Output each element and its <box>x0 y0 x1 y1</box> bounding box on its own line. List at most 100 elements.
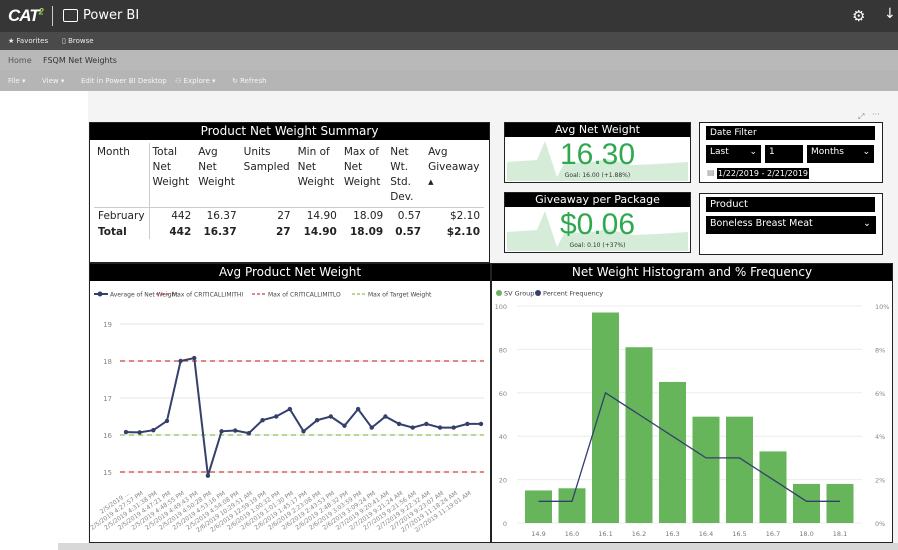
x-tick-label: 16.1 <box>598 530 612 538</box>
total-cell: 0.57 <box>395 225 422 238</box>
table-cell: $2.10 <box>449 210 480 223</box>
legend-dot <box>496 290 502 296</box>
logo-text: CAT <box>8 6 40 25</box>
legend-label: Percent Frequency <box>543 290 603 298</box>
histogram-bar <box>826 483 854 523</box>
table-cell: 18.09 <box>353 210 384 223</box>
legend-label: Average of Net Weight <box>110 292 178 299</box>
kpi-value: $0.06 <box>559 208 636 241</box>
data-point <box>369 425 374 430</box>
column-header[interactable]: Units Sampled <box>243 146 290 173</box>
file-menu[interactable]: File ▾ <box>8 77 26 85</box>
focus-mode-icon[interactable]: ⤢ <box>858 112 865 121</box>
header-label: Avg Giveaway <box>428 146 480 173</box>
y-tick-label: 16 <box>103 432 112 440</box>
y-tick-label: 40 <box>499 433 507 441</box>
legend-label: Max of CRITICALLIMITHI <box>172 292 243 299</box>
kpi-giveaway: Giveaway per Package $0.06 Goal: 0.10 (+… <box>504 192 691 253</box>
y2-tick-label: 6% <box>875 390 885 398</box>
histogram-bar <box>592 312 619 523</box>
kpi-sparkline <box>507 141 688 181</box>
product-select[interactable]: Boneless Breast Meat ⌄ <box>706 216 876 234</box>
explore-menu[interactable]: ⚇ Explore ▾ <box>175 77 216 85</box>
total-cell: 14.90 <box>303 225 337 238</box>
column-header[interactable]: Total Net Weight <box>152 146 190 188</box>
gear-icon[interactable]: ⚙ <box>852 7 866 25</box>
view-menu[interactable]: View ▾ <box>42 77 65 85</box>
data-point <box>451 425 456 430</box>
x-tick-label: 18.0 <box>799 530 813 538</box>
data-point <box>151 427 156 433</box>
date-unit-value: Months <box>811 147 844 157</box>
data-point <box>437 425 443 430</box>
top-bar: CAT2 Power BI ⚙ ↓ <box>0 0 898 32</box>
data-point <box>410 425 415 430</box>
kpi-sparkline <box>507 211 688 251</box>
summary-title: Product Net Weight Summary <box>90 123 489 140</box>
breadcrumb-report[interactable]: FSQM Net Weights <box>43 56 117 65</box>
favorites-bar: ★ Favorites ▯ Browse <box>0 32 898 50</box>
data-point <box>260 418 265 423</box>
percent-frequency-line <box>538 391 840 502</box>
download-icon[interactable]: ↓ <box>884 6 896 22</box>
sort-icon[interactable]: ▲ <box>428 178 434 186</box>
browse-link[interactable]: ▯ Browse <box>62 37 94 45</box>
legend-label: Max of Target Weight <box>368 292 432 299</box>
y-tick-label: 18 <box>103 358 112 366</box>
histogram-bar <box>692 416 720 523</box>
column-header[interactable]: Max of Net Weight <box>343 146 381 188</box>
kpi-value: 16.30 <box>559 138 636 171</box>
date-mode-select[interactable]: Last ⌄ <box>706 145 761 163</box>
x-tick-label: 16.0 <box>565 530 579 538</box>
data-point <box>314 418 320 423</box>
date-filter-title: Date Filter <box>706 126 875 140</box>
y-tick-label: 60 <box>499 390 507 398</box>
total-cell: 16.37 <box>203 225 237 238</box>
favorites-link[interactable]: ★ Favorites <box>8 37 49 45</box>
total-cell: 27 <box>275 225 291 238</box>
data-point <box>219 429 224 434</box>
more-options-icon[interactable]: ··· <box>872 110 880 119</box>
legend-dot <box>97 291 103 297</box>
line-chart-title: Avg Product Net Weight <box>90 264 490 281</box>
series-line <box>125 356 481 476</box>
date-range[interactable]: 1/22/2019 - 2/21/2019 <box>717 168 810 179</box>
data-point <box>383 414 388 419</box>
legend-label: SV Group <box>504 290 534 298</box>
histogram-bar <box>558 488 586 523</box>
data-point <box>233 428 238 433</box>
table-cell: 0.57 <box>397 210 422 223</box>
y-tick-label: 100 <box>495 303 507 311</box>
date-count-input[interactable]: 1 <box>765 145 803 163</box>
edit-desktop-button[interactable]: Edit in Power BI Desktop <box>81 77 167 85</box>
column-header[interactable]: Month <box>94 143 150 208</box>
data-point <box>164 418 170 424</box>
summary-panel: Product Net Weight Summary Month Total Ne… <box>89 122 490 263</box>
refresh-button[interactable]: ↻ Refresh <box>232 77 267 85</box>
column-header[interactable]: Net Wt. Std. Dev. <box>390 146 414 203</box>
app-title[interactable]: Power BI <box>83 8 140 23</box>
date-filter-panel: Date Filter Last ⌄ 1 Months ⌄ ▤ 1/22/2019 … <box>699 122 883 183</box>
y2-tick-label: 2% <box>875 477 885 485</box>
kpi-goal: Goal: 0.10 (+37%) <box>569 242 626 249</box>
horizontal-scrollbar[interactable] <box>58 543 898 550</box>
column-header[interactable]: Avg Giveaway ▲ <box>425 143 484 208</box>
chevron-down-icon: ⌄ <box>863 218 871 229</box>
column-header[interactable]: Avg Net Weight <box>198 146 235 188</box>
histogram-chart: 0 0% 20 2% 40 4% 60 6% 80 8% 100 10% 14.9 16.0 16.1 16.… <box>495 290 890 539</box>
kpi-avg-net-weight: Avg Net Weight 16.30 Goal: 16.00 (+1.88%… <box>504 122 691 183</box>
chevron-down-icon: ⌄ <box>862 147 870 157</box>
cat-logo[interactable]: CAT2 <box>8 6 44 26</box>
column-header[interactable]: Min of Net Weight <box>297 146 335 188</box>
date-mode-value: Last <box>710 147 729 157</box>
data-point <box>328 414 334 419</box>
y-tick-label: 17 <box>103 395 112 403</box>
powerbi-icon <box>63 9 78 22</box>
histogram-bar <box>726 416 753 523</box>
breadcrumb-home[interactable]: Home <box>8 56 32 65</box>
histogram-bar <box>759 451 787 523</box>
data-point <box>342 423 347 428</box>
date-unit-select[interactable]: Months ⌄ <box>807 145 874 163</box>
table-cell: 27 <box>277 210 291 223</box>
